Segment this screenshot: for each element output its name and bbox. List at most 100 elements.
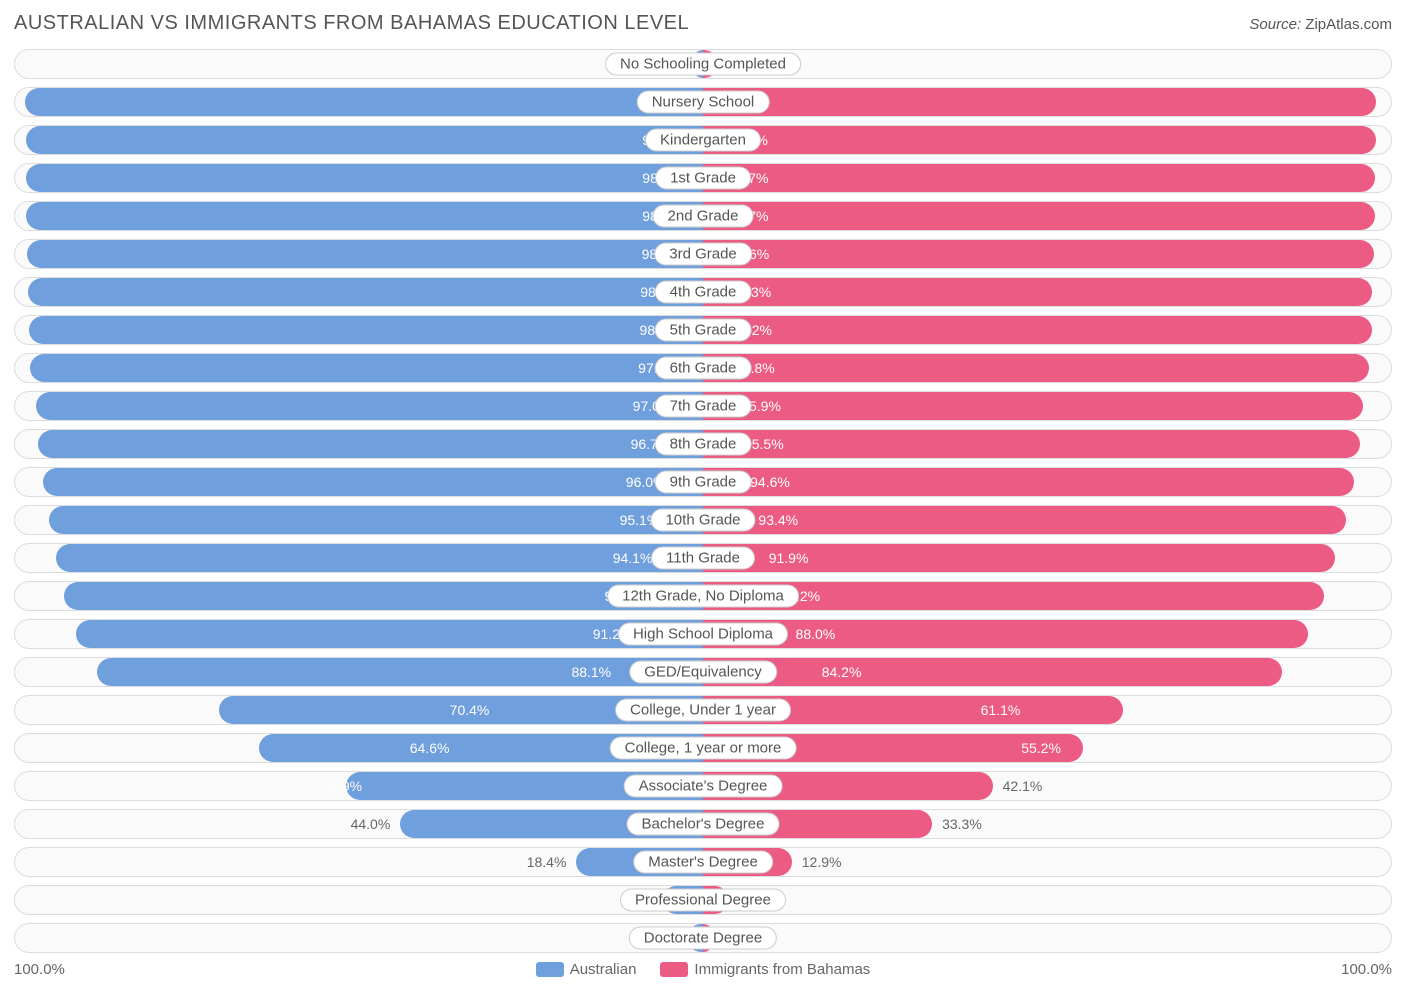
value-left: 51.9%	[312, 772, 372, 800]
chart-row: 96.0%94.6%9th Grade	[14, 467, 1392, 497]
bar-left	[26, 126, 703, 154]
bar-right	[703, 88, 1376, 116]
chart-row: 2.4%1.5%Doctorate Degree	[14, 923, 1392, 953]
bar-right	[703, 278, 1372, 306]
bar-right	[703, 658, 1282, 686]
value-right: 55.2%	[1011, 734, 1071, 762]
value-right: 91.9%	[759, 544, 819, 572]
bar-left	[29, 316, 703, 344]
chart-row: 96.7%95.5%8th Grade	[14, 429, 1392, 459]
category-label: 12th Grade, No Diploma	[607, 585, 799, 608]
chart-row: 98.4%97.7%1st Grade	[14, 163, 1392, 193]
category-label: 6th Grade	[655, 357, 752, 380]
category-label: 5th Grade	[655, 319, 752, 342]
category-label: Associate's Degree	[624, 775, 783, 798]
category-label: 3rd Grade	[654, 243, 752, 266]
bar-right	[703, 354, 1369, 382]
category-label: 11th Grade	[651, 547, 755, 570]
source-value: ZipAtlas.com	[1305, 16, 1392, 33]
value-left: 70.4%	[440, 696, 500, 724]
bar-left	[30, 354, 703, 382]
bar-right	[703, 240, 1374, 268]
category-label: Master's Degree	[633, 851, 773, 874]
value-left: 44.0%	[341, 810, 401, 838]
legend-item-right: Immigrants from Bahamas	[660, 961, 870, 978]
bar-left	[38, 430, 703, 458]
bar-right	[703, 392, 1363, 420]
category-label: Doctorate Degree	[629, 927, 777, 950]
value-right: 12.9%	[792, 848, 852, 876]
bar-right	[703, 430, 1360, 458]
bar-right	[703, 202, 1375, 230]
chart-row: 94.1%91.9%11th Grade	[14, 543, 1392, 573]
chart-row: 98.5%97.8%Nursery School	[14, 87, 1392, 117]
bar-left	[28, 278, 703, 306]
value-left: 64.6%	[400, 734, 460, 762]
chart-row: 91.2%88.0%High School Diploma	[14, 619, 1392, 649]
category-label: GED/Equivalency	[629, 661, 777, 684]
bar-right	[703, 468, 1354, 496]
chart-rows: 1.6%2.2%No Schooling Completed 98.5%97.8%…	[14, 49, 1392, 953]
chart-row: 98.4%97.8%Kindergarten	[14, 125, 1392, 155]
bar-left	[43, 468, 703, 496]
bar-right	[703, 164, 1375, 192]
value-right: 42.1%	[993, 772, 1053, 800]
bar-left	[36, 392, 703, 420]
chart-row: 5.9%3.8%Professional Degree	[14, 885, 1392, 915]
axis-right-label: 100.0%	[1341, 961, 1392, 978]
bar-right	[703, 126, 1376, 154]
value-right: 93.4%	[748, 506, 808, 534]
chart-title: AUSTRALIAN VS IMMIGRANTS FROM BAHAMAS ED…	[14, 12, 689, 35]
chart-row: 44.0% 33.3% Bachelor's Degree	[14, 809, 1392, 839]
source-label: Source:	[1249, 16, 1301, 33]
legend-label-left: Australian	[570, 961, 637, 978]
value-right: 84.2%	[812, 658, 872, 686]
chart-row: 98.1%97.3%4th Grade	[14, 277, 1392, 307]
chart-row: 97.8%96.8%6th Grade	[14, 353, 1392, 383]
category-label: 1st Grade	[655, 167, 751, 190]
value-left: 18.4%	[517, 848, 577, 876]
category-label: No Schooling Completed	[605, 53, 801, 76]
chart-row: 1.6%2.2%No Schooling Completed	[14, 49, 1392, 79]
category-label: 2nd Grade	[653, 205, 754, 228]
category-label: College, Under 1 year	[615, 699, 791, 722]
bar-left	[27, 240, 703, 268]
legend-label-right: Immigrants from Bahamas	[694, 961, 870, 978]
value-left: 88.1%	[561, 658, 621, 686]
bar-left	[49, 506, 703, 534]
category-label: 10th Grade	[650, 509, 755, 532]
bar-left	[26, 202, 703, 230]
category-label: 9th Grade	[655, 471, 752, 494]
chart-row: 64.6% 55.2% College, 1 year or more	[14, 733, 1392, 763]
category-label: Bachelor's Degree	[627, 813, 780, 836]
chart-header: AUSTRALIAN VS IMMIGRANTS FROM BAHAMAS ED…	[14, 12, 1392, 35]
legend-item-left: Australian	[536, 961, 637, 978]
bar-right	[703, 316, 1372, 344]
chart-row: 98.4%97.7%2nd Grade	[14, 201, 1392, 231]
bar-left	[26, 164, 703, 192]
chart-legend: Australian Immigrants from Bahamas	[65, 961, 1341, 978]
category-label: Professional Degree	[620, 889, 786, 912]
chart-row: 95.1%93.4%10th Grade	[14, 505, 1392, 535]
category-label: College, 1 year or more	[610, 737, 797, 760]
value-right: 61.1%	[971, 696, 1031, 724]
value-right: 88.0%	[786, 620, 846, 648]
chart-row: 97.0%95.9%7th Grade	[14, 391, 1392, 421]
chart-row: 92.9%90.2%12th Grade, No Diploma	[14, 581, 1392, 611]
chart-row: 18.4% 12.9% Master's Degree	[14, 847, 1392, 877]
chart-row: 88.1% 84.2% GED/Equivalency	[14, 657, 1392, 687]
category-label: 8th Grade	[655, 433, 752, 456]
chart-row: 51.9% 42.1% Associate's Degree	[14, 771, 1392, 801]
bar-left	[25, 88, 703, 116]
chart-row: 98.0%97.2%5th Grade	[14, 315, 1392, 345]
category-label: Nursery School	[637, 91, 770, 114]
chart-row: 70.4% 61.1% College, Under 1 year	[14, 695, 1392, 725]
category-label: 7th Grade	[655, 395, 752, 418]
category-label: Kindergarten	[645, 129, 761, 152]
chart-footer: 100.0% Australian Immigrants from Bahama…	[14, 961, 1392, 978]
axis-left-label: 100.0%	[14, 961, 65, 978]
value-right: 33.3%	[932, 810, 992, 838]
category-label: High School Diploma	[618, 623, 788, 646]
category-label: 4th Grade	[655, 281, 752, 304]
chart-row: 98.3%97.6%3rd Grade	[14, 239, 1392, 269]
